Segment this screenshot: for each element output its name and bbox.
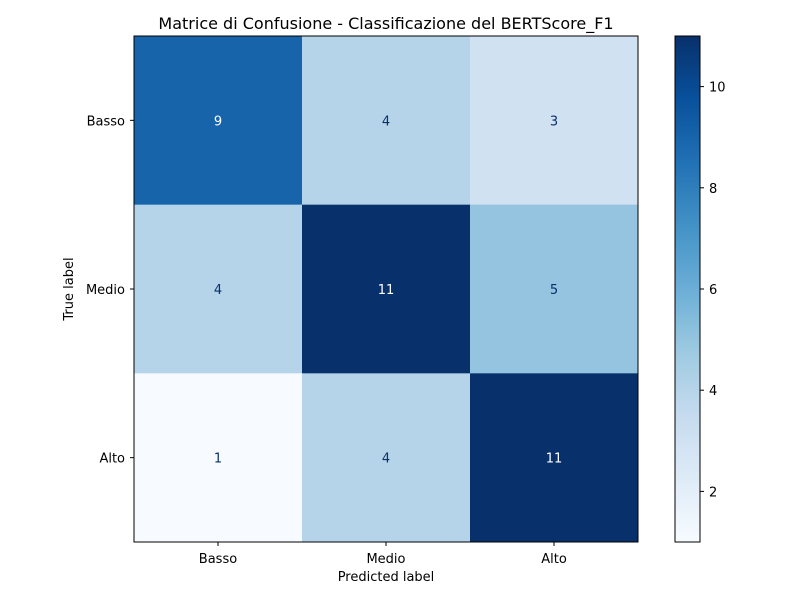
colorbar-tick-label: 8 [709,182,717,197]
colorbar-tick-label: 10 [709,81,726,96]
heatmap-cell [134,204,303,374]
chart-title: Matrice di Confusione - Classificazione … [158,14,613,34]
cell-value-label: 11 [378,283,395,298]
cell-value-label: 9 [214,114,222,129]
x-axis-ticks: Basso Medio Alto [199,542,567,567]
y-axis-label: True label [62,257,77,321]
colorbar-ticks: 2 4 6 8 10 [700,81,726,500]
colorbar-tick-label: 2 [709,485,717,500]
cell-value-label: 4 [214,283,222,298]
cell-value-label: 11 [546,452,563,467]
heatmap-cell [134,373,303,543]
heatmap-cells [134,36,639,543]
colorbar [674,35,701,543]
x-tick-label: Alto [541,552,567,567]
heatmap-cell [134,36,303,206]
y-tick-label: Alto [99,452,125,467]
heatmap-cell [470,373,639,543]
x-tick-label: Medio [366,552,405,567]
y-tick-label: Medio [86,283,125,298]
y-tick-label: Basso [87,114,125,129]
heatmap-cell [302,204,471,374]
cell-value-label: 4 [382,452,390,467]
heatmap-cell-labels: 9 4 3 4 11 5 1 4 11 [214,114,562,466]
x-axis-label: Predicted label [338,570,435,585]
cell-value-label: 1 [214,452,222,467]
heatmap-cell [302,373,471,543]
colorbar-tick-label: 4 [709,384,717,399]
x-tick-label: Basso [199,552,237,567]
cell-value-label: 4 [382,114,390,129]
colorbar-tick-label: 6 [709,283,717,298]
heatmap-cell [470,36,639,206]
heatmap-cell [470,204,639,374]
y-axis-ticks: Basso Medio Alto [86,114,134,467]
cell-value-label: 3 [550,114,558,129]
cell-value-label: 5 [550,283,558,298]
heatmap-cell [302,36,471,206]
